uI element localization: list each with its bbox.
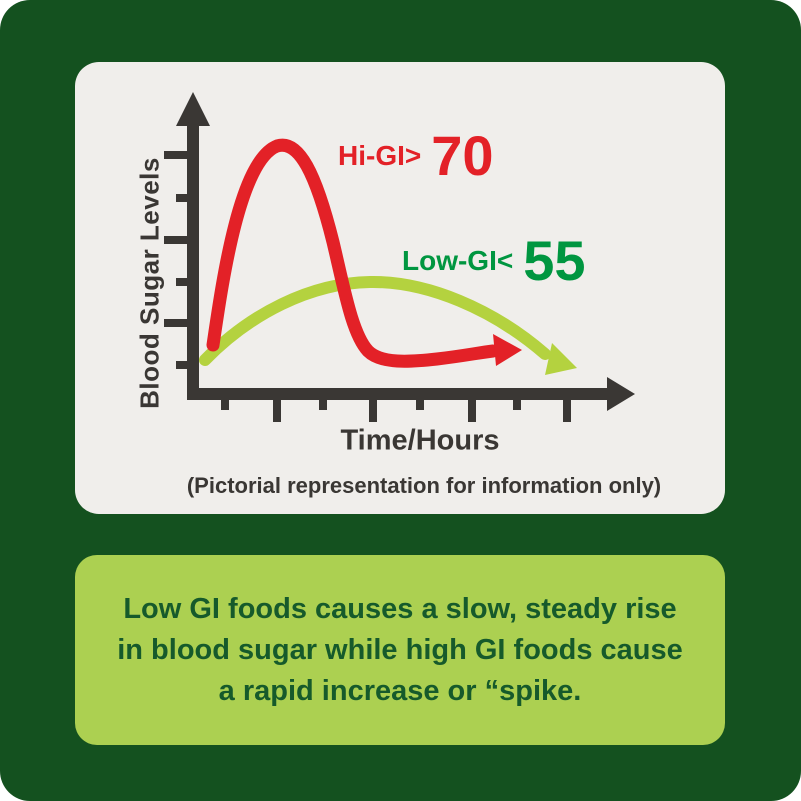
y-axis-label: Blood Sugar Levels (134, 157, 165, 409)
x-tick (563, 394, 571, 422)
hi-gi-label: Hi-GI> (338, 140, 422, 171)
y-tick (164, 319, 193, 327)
info-text-line: a rapid increase or “spike. (218, 674, 582, 707)
x-tick (416, 394, 424, 410)
x-tick (369, 394, 377, 422)
x-tick (273, 394, 281, 422)
info-card: Low GI foods causes a slow, steady rise … (75, 555, 725, 745)
chart-card: Blood Sugar Levels Hi-GI> 70 Low-GI< 55 … (75, 62, 725, 514)
low-gi-annotation: Low-GI< 55 (402, 233, 586, 289)
low-gi-value: 55 (523, 229, 586, 292)
y-tick (164, 151, 193, 159)
x-tick (319, 394, 327, 410)
blood-sugar-chart (164, 92, 635, 422)
y-axis-line (187, 122, 199, 400)
x-axis-arrowhead-icon (607, 377, 635, 411)
x-tick (513, 394, 521, 410)
chart-caption: (Pictorial representation for informatio… (186, 473, 662, 498)
x-axis-label: Time/Hours (340, 424, 500, 457)
low-gi-arrowhead-icon (545, 343, 577, 375)
x-tick (221, 394, 229, 410)
y-tick (176, 278, 193, 286)
hi-gi-curve (206, 138, 500, 368)
y-tick (176, 361, 193, 369)
hi-gi-arrowhead-icon (493, 334, 522, 366)
hi-gi-annotation: Hi-GI> 70 (338, 128, 494, 184)
x-tick (468, 394, 476, 422)
y-axis-arrowhead-icon (176, 92, 210, 126)
x-axis-line (187, 388, 609, 400)
y-tick (176, 194, 193, 202)
info-text-line: Low GI foods causes a slow, steady rise (123, 592, 677, 625)
low-gi-label: Low-GI< (402, 245, 514, 276)
hi-gi-value: 70 (431, 124, 494, 187)
y-tick (164, 236, 193, 244)
info-text-line: in blood sugar while high GI foods cause (117, 633, 683, 666)
low-gi-curve (199, 275, 551, 366)
